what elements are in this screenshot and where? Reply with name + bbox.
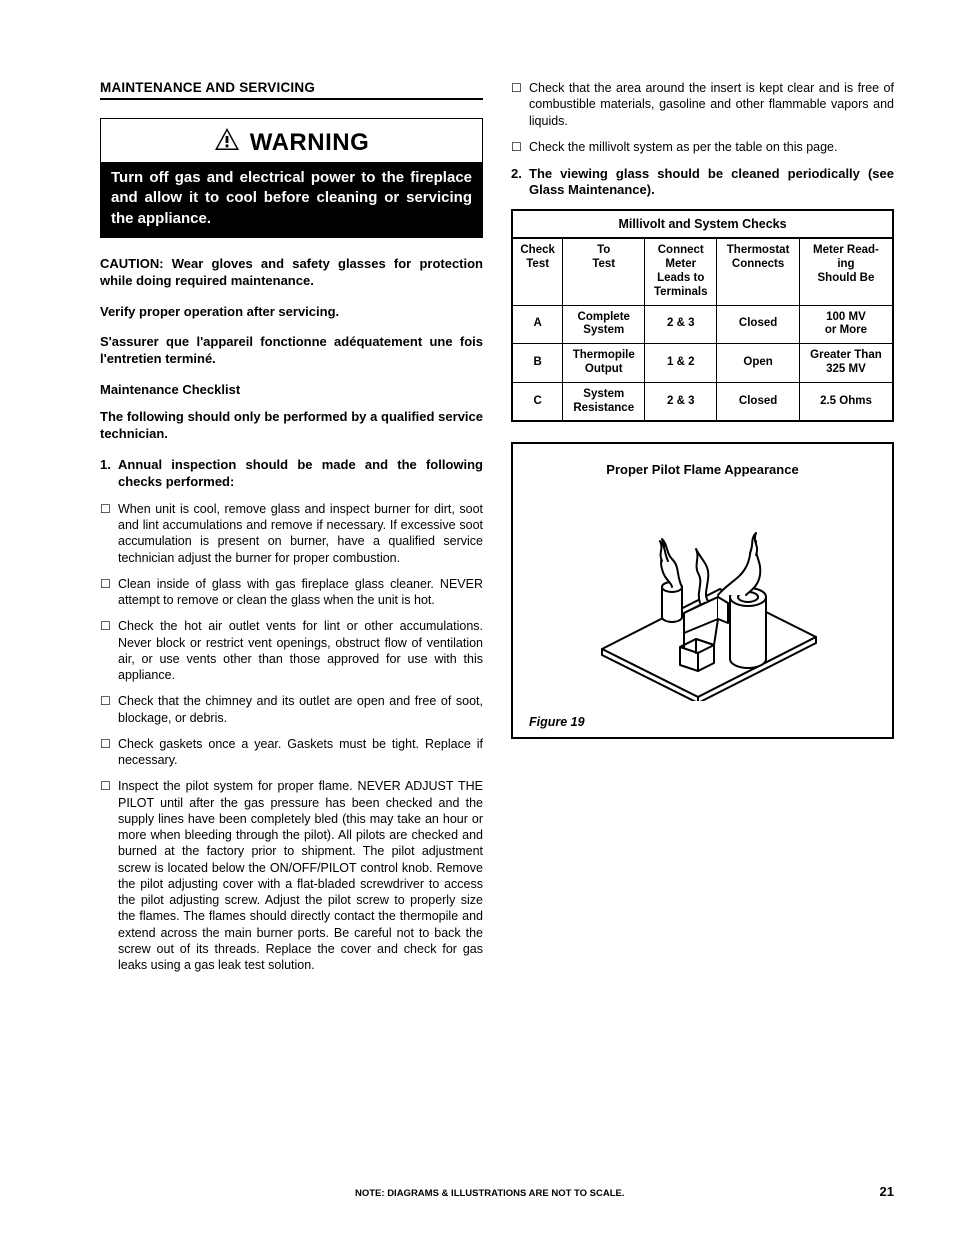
- checkbox-item: ☐Clean inside of glass with gas fireplac…: [100, 576, 483, 609]
- checkbox-item: ☐When unit is cool, remove glass and ins…: [100, 501, 483, 566]
- table-cell: Closed: [717, 305, 800, 344]
- checkbox-item: ☐Check that the area around the insert i…: [511, 80, 894, 129]
- checkbox-item: ☐Check gaskets once a year. Gaskets must…: [100, 736, 483, 769]
- checkbox-text: Check the millivolt system as per the ta…: [529, 139, 837, 156]
- table-cell: 2 & 3: [645, 305, 717, 344]
- checkbox-text: Check gaskets once a year. Gaskets must …: [118, 736, 483, 769]
- checkbox-icon: ☐: [100, 501, 118, 566]
- checkbox-item: ☐Inspect the pilot system for proper fla…: [100, 778, 483, 973]
- table-cell: 1 & 2: [645, 344, 717, 383]
- table-caption: Millivolt and System Checks: [511, 209, 894, 237]
- warning-box: WARNING Turn off gas and electrical powe…: [100, 118, 483, 238]
- table-cell: C: [512, 382, 563, 421]
- section-heading: MAINTENANCE AND SERVICING: [100, 80, 483, 100]
- checkbox-icon: ☐: [100, 778, 118, 973]
- numbered-list-1: 1. Annual inspection should be made and …: [100, 457, 483, 491]
- page-footer: NOTE: DIAGRAMS & ILLUSTRATIONS ARE NOT T…: [100, 1184, 894, 1199]
- verify-french: S'assurer que l'appareil fonctionne adéq…: [100, 334, 483, 368]
- numbered-list-2: 2. The viewing glass should be cleaned p…: [511, 166, 894, 200]
- left-column: MAINTENANCE AND SERVICING WARNING Turn: [100, 80, 483, 983]
- checkbox-text: Check that the area around the insert is…: [529, 80, 894, 129]
- right-column: ☐Check that the area around the insert i…: [511, 80, 894, 983]
- warning-body: Turn off gas and electrical power to the…: [101, 162, 482, 237]
- verify-english: Verify proper operation after servicing.: [100, 304, 483, 321]
- pilot-flame-diagram: [529, 491, 876, 701]
- table-row: CSystemResistance2 & 3Closed2.5 Ohms: [512, 382, 893, 421]
- table-header-cell: Meter Read-ing Should Be: [799, 238, 893, 305]
- page-number: 21: [880, 1184, 894, 1199]
- table-cell: CompleteSystem: [563, 305, 645, 344]
- table-header-cell: CheckTest: [512, 238, 563, 305]
- checkbox-icon: ☐: [511, 80, 529, 129]
- warning-title-row: WARNING: [101, 119, 482, 162]
- table-body: ACompleteSystem2 & 3Closed100 MV or More…: [512, 305, 893, 421]
- figure-box: Proper Pilot Flame Appearance: [511, 442, 894, 739]
- checkbox-item: ☐Check that the chimney and its outlet a…: [100, 693, 483, 726]
- checkbox-item: ☐Check the millivolt system as per the t…: [511, 139, 894, 156]
- item-2-number: 2.: [511, 166, 529, 200]
- table-cell: 2 & 3: [645, 382, 717, 421]
- item-2-text: The viewing glass should be cleaned peri…: [529, 166, 894, 200]
- checkbox-icon: ☐: [100, 736, 118, 769]
- checkbox-item: ☐Check the hot air outlet vents for lint…: [100, 618, 483, 683]
- item-1-text: Annual inspection should be made and the…: [118, 457, 483, 491]
- checkbox-icon: ☐: [100, 576, 118, 609]
- checkbox-text: When unit is cool, remove glass and insp…: [118, 501, 483, 566]
- checkbox-icon: ☐: [100, 618, 118, 683]
- table-cell: Greater Than325 MV: [799, 344, 893, 383]
- table-cell: 2.5 Ohms: [799, 382, 893, 421]
- footer-note: NOTE: DIAGRAMS & ILLUSTRATIONS ARE NOT T…: [355, 1188, 625, 1199]
- warning-title-text: WARNING: [250, 129, 370, 157]
- warning-icon: [214, 127, 240, 158]
- caution-text: CAUTION: Wear gloves and safety glasses …: [100, 256, 483, 290]
- checklist-heading: Maintenance Checklist: [100, 382, 483, 397]
- table-row: ACompleteSystem2 & 3Closed100 MV or More: [512, 305, 893, 344]
- figure-title: Proper Pilot Flame Appearance: [529, 462, 876, 477]
- checkbox-text: Clean inside of glass with gas fireplace…: [118, 576, 483, 609]
- checkbox-list-left: ☐When unit is cool, remove glass and ins…: [100, 501, 483, 974]
- table-cell: Open: [717, 344, 800, 383]
- table-header-cell: ThermostatConnects: [717, 238, 800, 305]
- checkbox-icon: ☐: [511, 139, 529, 156]
- table-header-cell: ConnectMeter Leads to Terminals: [645, 238, 717, 305]
- table-header-row: CheckTestToTestConnectMeter Leads to Ter…: [512, 238, 893, 305]
- table-cell: ThermopileOutput: [563, 344, 645, 383]
- millivolt-table: Millivolt and System Checks CheckTestToT…: [511, 209, 894, 422]
- checkbox-text: Inspect the pilot system for proper flam…: [118, 778, 483, 973]
- item-1-number: 1.: [100, 457, 118, 491]
- table-row: BThermopileOutput1 & 2OpenGreater Than32…: [512, 344, 893, 383]
- table-header-cell: ToTest: [563, 238, 645, 305]
- table-cell: SystemResistance: [563, 382, 645, 421]
- table-cell: B: [512, 344, 563, 383]
- checkbox-icon: ☐: [100, 693, 118, 726]
- checkbox-list-right: ☐Check that the area around the insert i…: [511, 80, 894, 156]
- checkbox-text: Check that the chimney and its outlet ar…: [118, 693, 483, 726]
- figure-label: Figure 19: [529, 715, 876, 729]
- qualified-note: The following should only be performed b…: [100, 409, 483, 443]
- table-cell: 100 MV or More: [799, 305, 893, 344]
- table-cell: Closed: [717, 382, 800, 421]
- checkbox-text: Check the hot air outlet vents for lint …: [118, 618, 483, 683]
- table-cell: A: [512, 305, 563, 344]
